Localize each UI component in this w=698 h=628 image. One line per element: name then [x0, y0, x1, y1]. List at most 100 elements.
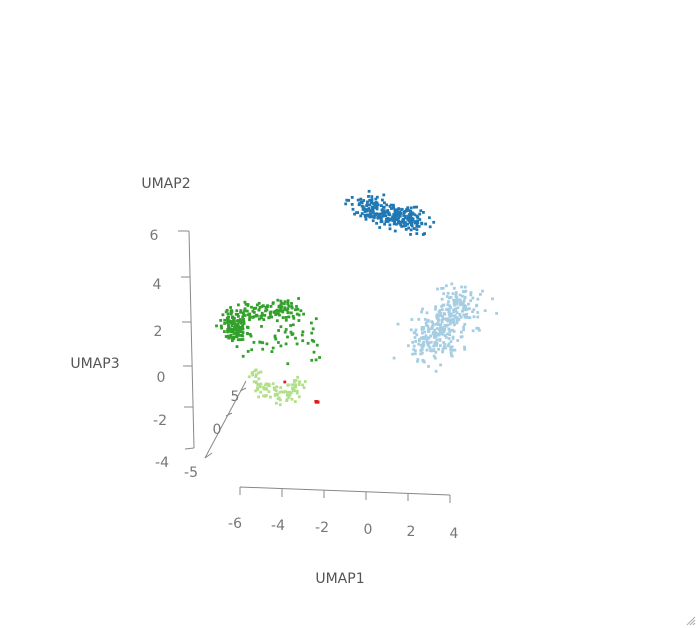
data-point [265, 387, 269, 391]
data-point [463, 296, 467, 300]
data-point [406, 214, 410, 218]
data-point [373, 213, 376, 217]
data-point [375, 207, 379, 211]
data-point [439, 344, 442, 347]
data-point [289, 330, 293, 334]
data-point [277, 304, 281, 308]
data-point [436, 319, 440, 323]
data-point [432, 323, 435, 327]
resize-grip-icon[interactable] [686, 616, 696, 626]
data-point [267, 316, 271, 320]
data-point [413, 336, 417, 339]
data-point [223, 318, 227, 322]
data-point [275, 385, 279, 389]
data-point [284, 390, 287, 393]
data-point [408, 220, 412, 224]
data-point [410, 211, 414, 215]
data-point [318, 356, 321, 359]
data-point [254, 368, 258, 372]
data-point [410, 318, 414, 321]
data-point [448, 322, 452, 326]
data-point [455, 321, 459, 325]
data-point [258, 383, 261, 386]
data-point [425, 348, 429, 352]
data-point [452, 286, 456, 290]
data-point [475, 326, 479, 330]
data-point [285, 397, 289, 401]
data-point [262, 394, 265, 398]
data-point [442, 327, 446, 331]
data-point [256, 386, 259, 390]
data-point [450, 282, 454, 286]
umap1-tick-label: -6 [228, 516, 242, 532]
data-point [393, 229, 397, 233]
data-point [279, 386, 283, 389]
data-point [452, 298, 456, 302]
data-point [421, 307, 424, 311]
data-point [383, 222, 386, 226]
data-point [387, 213, 391, 216]
data-point [435, 317, 439, 320]
data-point [237, 320, 241, 324]
data-point [462, 325, 465, 329]
data-point [421, 337, 425, 340]
data-point [381, 214, 385, 218]
data-point [295, 391, 299, 395]
data-point [446, 307, 450, 311]
data-point [286, 391, 289, 394]
data-point [462, 313, 466, 317]
data-point [384, 214, 388, 218]
data-point [231, 316, 234, 319]
data-point [264, 383, 267, 387]
data-point [254, 314, 258, 318]
data-point [444, 346, 448, 350]
data-point [279, 309, 283, 313]
data-point [226, 327, 230, 331]
umap2-axis-line [204, 380, 247, 459]
data-point [257, 377, 261, 381]
data-point [463, 348, 467, 351]
data-point [238, 329, 241, 333]
data-point [368, 209, 371, 213]
data-point [286, 299, 290, 303]
data-point [252, 315, 256, 319]
data-point [389, 203, 393, 207]
data-point [463, 315, 467, 319]
data-point [370, 215, 373, 219]
data-point [294, 383, 298, 387]
data-point [360, 204, 364, 208]
data-point [381, 198, 384, 202]
data-point [258, 340, 262, 344]
data-point [446, 344, 450, 348]
data-point [409, 217, 413, 221]
data-point [236, 323, 240, 326]
data-point [293, 400, 297, 403]
data-point [441, 286, 445, 290]
data-point [258, 306, 262, 309]
data-point [412, 205, 416, 209]
data-point [239, 309, 243, 312]
data-point [219, 324, 223, 328]
data-point [420, 310, 423, 314]
data-point [292, 316, 296, 320]
data-point [409, 228, 413, 232]
data-point [466, 316, 470, 319]
data-point [232, 337, 236, 341]
data-point [451, 328, 454, 332]
data-point [388, 227, 392, 231]
data-point [420, 221, 423, 225]
data-point [366, 200, 369, 204]
data-point [375, 195, 379, 199]
data-point [225, 308, 229, 312]
data-point [422, 343, 426, 347]
data-point [269, 395, 272, 399]
data-point [228, 327, 232, 331]
data-point [455, 318, 459, 322]
data-point [452, 308, 455, 312]
data-point [280, 301, 283, 305]
data-point [449, 313, 453, 317]
data-point [390, 207, 393, 210]
data-point [420, 351, 424, 355]
data-point [391, 215, 394, 219]
